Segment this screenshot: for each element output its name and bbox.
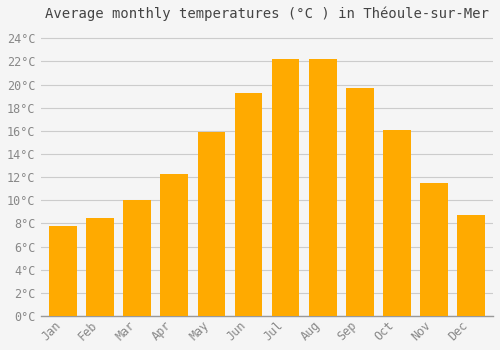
Bar xyxy=(234,93,262,316)
Bar xyxy=(86,218,114,316)
Bar xyxy=(383,130,410,316)
Bar xyxy=(198,132,226,316)
Bar xyxy=(308,59,336,316)
Title: Average monthly temperatures (°C ) in Théoule-sur-Mer: Average monthly temperatures (°C ) in Th… xyxy=(45,7,489,21)
Bar xyxy=(160,174,188,316)
Bar xyxy=(272,59,299,316)
Bar xyxy=(420,183,448,316)
Bar xyxy=(346,88,374,316)
Bar xyxy=(124,200,151,316)
Bar xyxy=(50,226,77,316)
Bar xyxy=(457,215,484,316)
